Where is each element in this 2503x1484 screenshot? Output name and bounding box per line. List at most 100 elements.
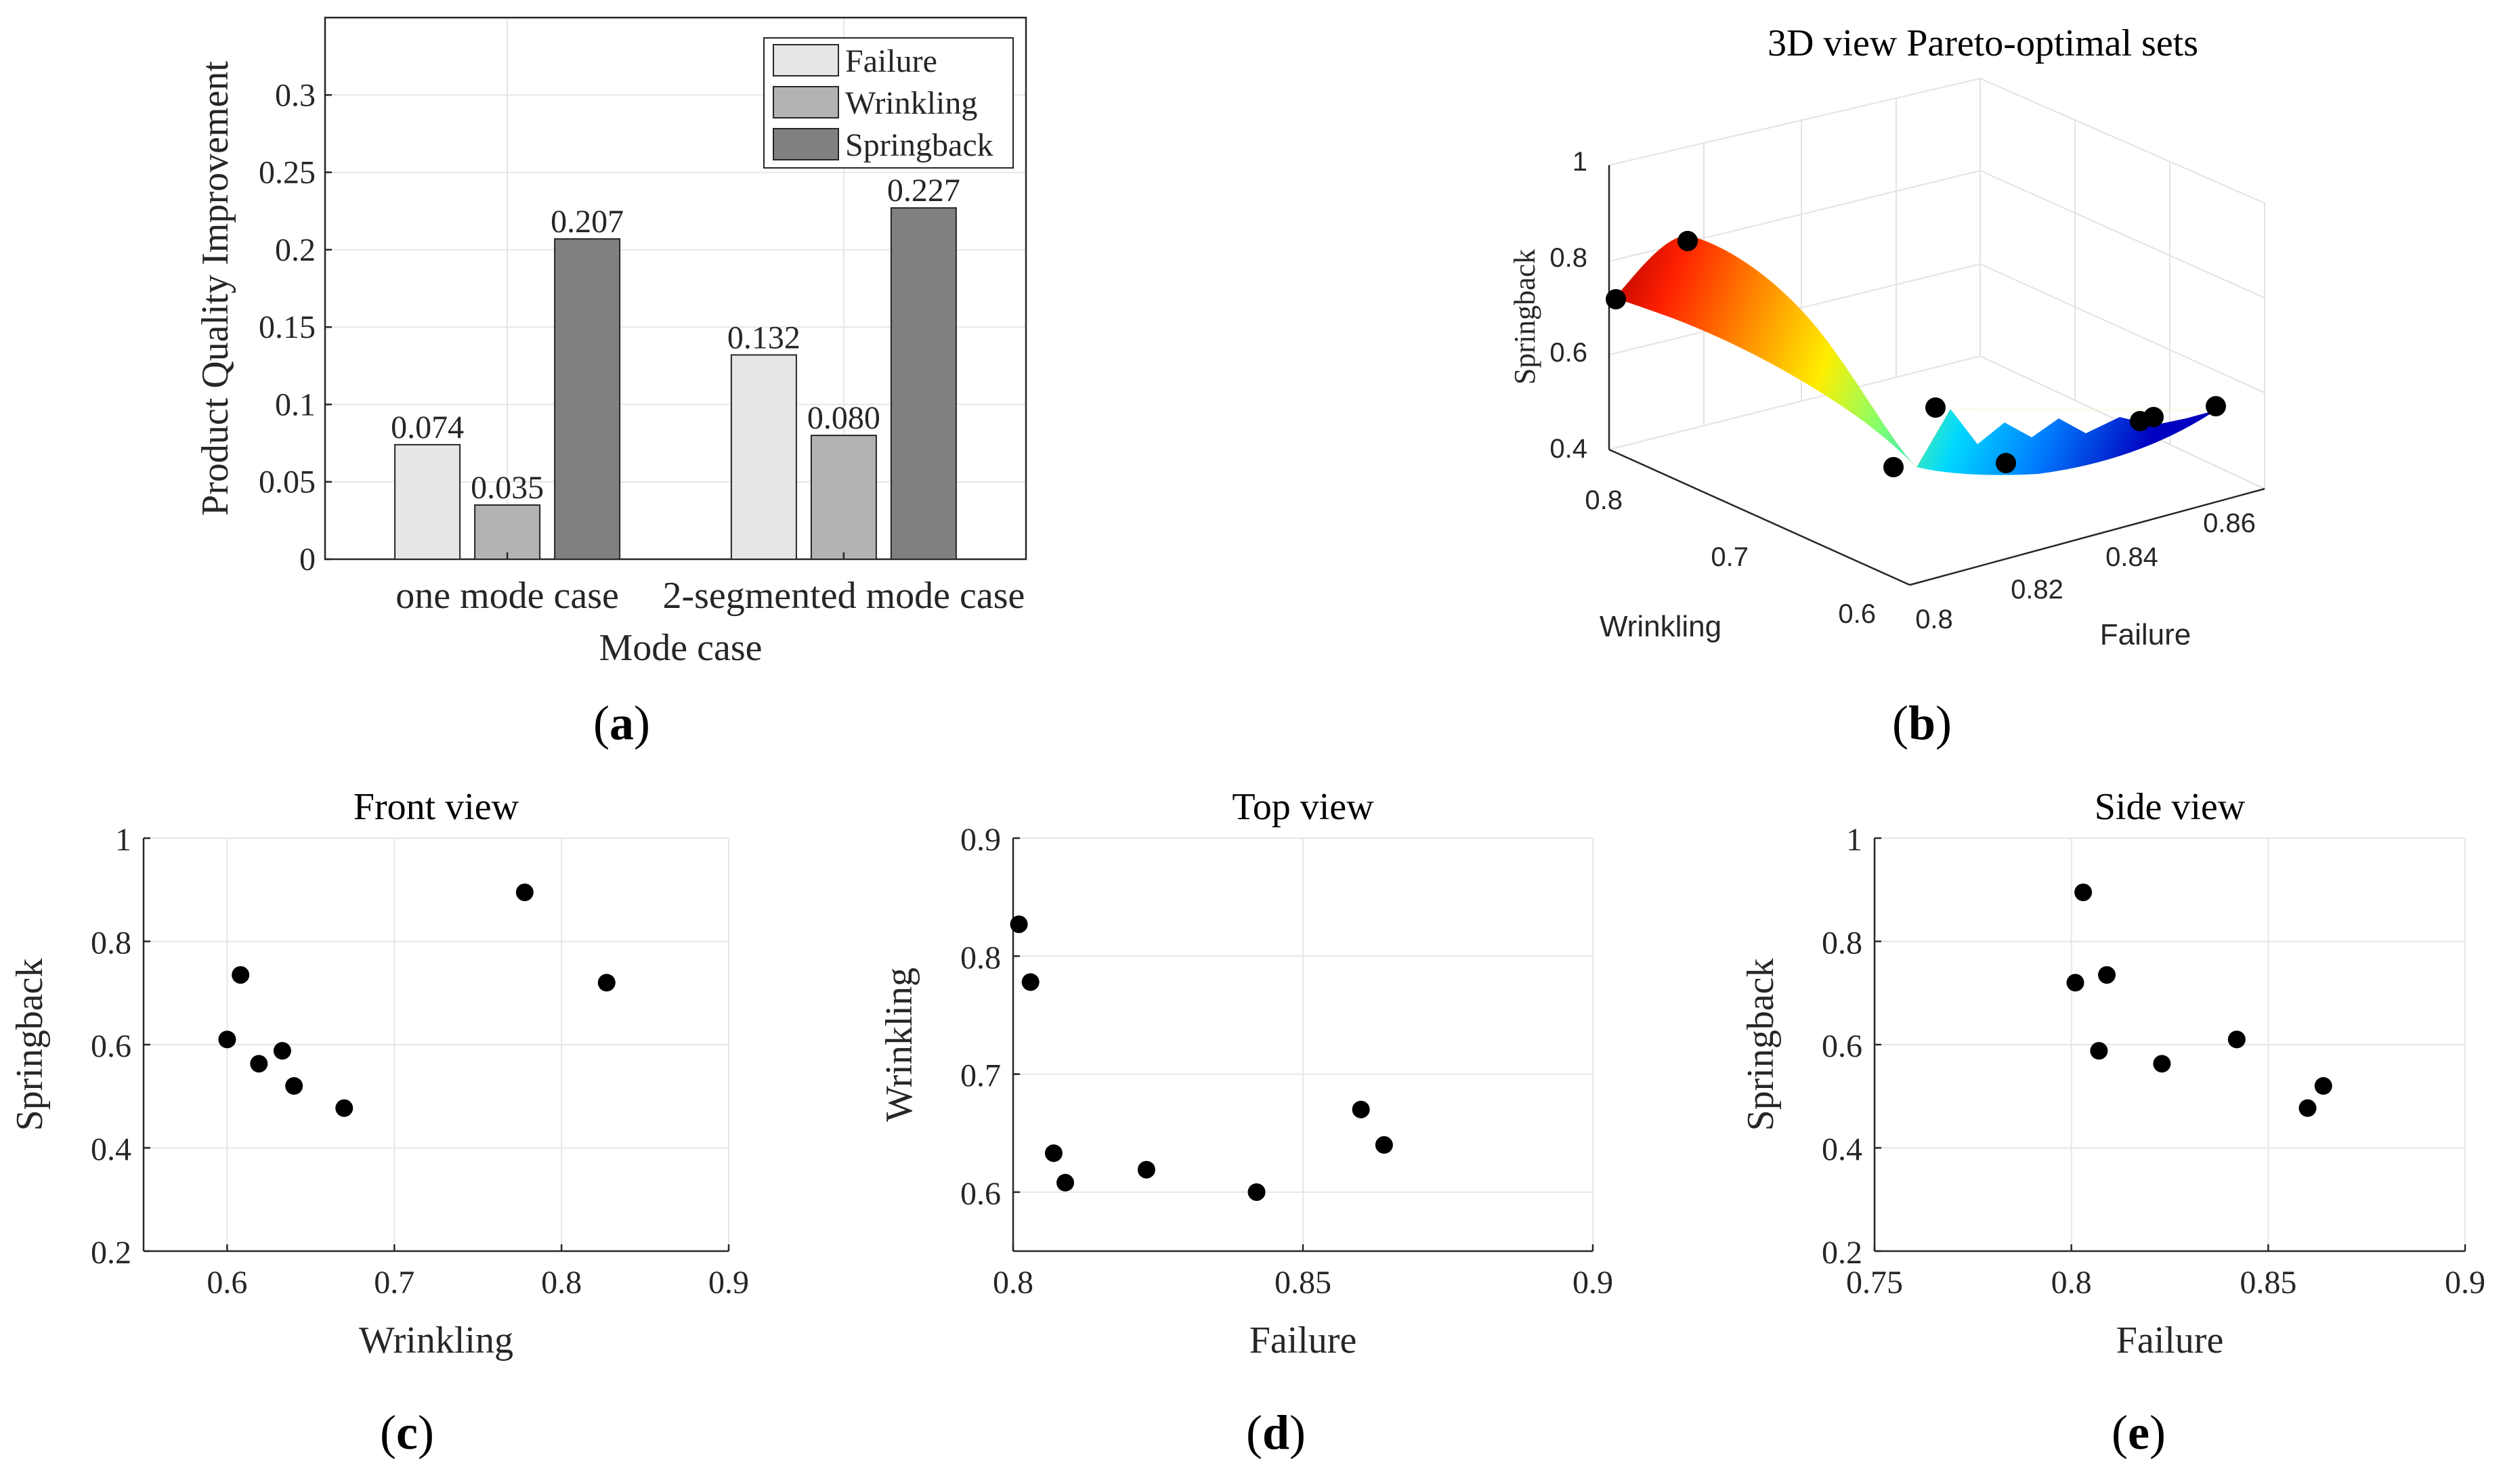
- plot-frame-a: [324, 16, 1027, 561]
- y-tick-label: 0.6: [960, 1176, 1001, 1212]
- scatter-point: [250, 1055, 268, 1073]
- panel-caption-c: (c): [380, 1405, 434, 1460]
- bar-springback-1: [890, 207, 957, 560]
- bar-value-label: 0.227: [887, 173, 960, 209]
- x-tick-label: 0.9: [1573, 1265, 1613, 1301]
- scatter-point: [1010, 915, 1028, 934]
- legend-swatch-wrinkling: [773, 86, 839, 118]
- panel-c-front-view: 0.6 0.7 0.8 0.9 0.2 0.4 0.6 0.8 1 Front view Wrink…: [9, 786, 749, 1361]
- chart-title: Side view: [2095, 786, 2246, 828]
- x-category-label: one mode case: [395, 575, 619, 617]
- y-tick-label: 0.3: [275, 77, 316, 113]
- z-tick-label: 0.4: [1549, 434, 1587, 464]
- x-tick-label: 0.8: [1915, 605, 1953, 634]
- scatter-point: [597, 974, 616, 992]
- panel-b-3d-surface: 3D view Pareto-optimal sets: [1508, 22, 2265, 651]
- panel-e-side-view: 0.75 0.8 0.85 0.9 0.2 0.4 0.6 0.8 1 Side view Fail…: [1740, 786, 2485, 1361]
- scatter-point: [1375, 1136, 1393, 1154]
- x-tick-label: 0.82: [2011, 575, 2063, 605]
- panel-caption-d: (d): [1246, 1405, 1306, 1460]
- bar-value-label: 0.080: [807, 400, 880, 436]
- y-axis-label-b: Wrinkling: [1600, 610, 1721, 643]
- point-3d: [2206, 396, 2226, 416]
- point-3d: [2143, 407, 2164, 427]
- scatter-point: [1056, 1173, 1075, 1192]
- scatter-point: [1021, 973, 1040, 991]
- x-tick-label: 0.86: [2203, 508, 2256, 538]
- scatter-point: [218, 1030, 236, 1049]
- scatter-point: [2097, 966, 2116, 984]
- x-tick-label: 0.9: [708, 1265, 749, 1301]
- x-tick-label: 0.85: [2240, 1265, 2296, 1301]
- scatter-point: [2066, 974, 2084, 992]
- y-tick-label: 0.4: [91, 1132, 131, 1168]
- 3d-axes: [1608, 165, 2265, 586]
- y-tick-label: 0.2: [1822, 1235, 1862, 1271]
- y-tick-label: 0.6: [1822, 1028, 1862, 1064]
- scatter-point: [232, 966, 250, 984]
- y-tick-label: 1: [115, 822, 131, 858]
- legend-swatch-failure: [773, 44, 839, 77]
- bar-value-label: 0.035: [471, 470, 544, 506]
- legend-label-springback: Springback: [845, 127, 993, 163]
- y-tick-label: 0.8: [91, 925, 131, 961]
- panel-captions: (a) (b) (c) (d) (e): [380, 696, 2166, 1460]
- y-tick-label: 0.05: [259, 464, 316, 500]
- y-axis-label: Springback: [1740, 958, 1782, 1131]
- x-tick-label: 0.7: [374, 1265, 414, 1301]
- y-tick-label: 0.1: [275, 387, 316, 422]
- x-tick-label: 0.6: [207, 1265, 247, 1301]
- y-axis-label: Wrinkling: [878, 967, 920, 1122]
- scatter-point: [2227, 1030, 2246, 1049]
- scatter-point: [1044, 1144, 1063, 1162]
- x-tick-label: 0.75: [1846, 1265, 1903, 1301]
- y-tick-label: 0.8: [960, 940, 1001, 976]
- y-tick-label: 1: [1846, 822, 1862, 858]
- pareto-surface: [1614, 235, 2216, 475]
- legend-label-failure: Failure: [845, 43, 937, 79]
- x-tick-label: 0.9: [2445, 1265, 2485, 1301]
- y-tick-label: 0: [299, 542, 316, 577]
- z-tick-label: 1: [1573, 147, 1587, 177]
- y-tick-label: 0.6: [91, 1028, 131, 1064]
- z-tick-label: 0.6: [1549, 338, 1587, 368]
- point-3d: [1925, 397, 1946, 418]
- surface-edge: [1614, 235, 2217, 468]
- scatter-point: [2074, 883, 2093, 902]
- y-tick-label: 0.6: [1838, 599, 1876, 629]
- scatter-point: [515, 883, 534, 902]
- y-tick-label: 0.9: [960, 822, 1001, 858]
- scatter-point: [273, 1042, 291, 1060]
- x-axis-label: Failure: [1249, 1319, 1357, 1361]
- x-tick-label: 0.84: [2105, 542, 2158, 572]
- x-axis-label: Failure: [2116, 1319, 2224, 1361]
- panel-caption-a: (a): [593, 696, 650, 750]
- x-tick-label: 0.8: [541, 1265, 582, 1301]
- scatter-point: [1247, 1183, 1266, 1201]
- x-tick-label: 0.85: [1275, 1265, 1331, 1301]
- x-axis-label-b: Failure: [2100, 618, 2191, 651]
- x-axis-label-a: Mode case: [599, 627, 762, 669]
- y-ticks-a: 0 0.05 0.1 0.15 0.2 0.25 0.3: [259, 77, 332, 577]
- point-3d: [1606, 289, 1626, 309]
- legend-swatch-springback: [773, 128, 839, 160]
- scatter-point: [1352, 1100, 1370, 1118]
- scatter-point: [1137, 1160, 1155, 1179]
- bars-a: [394, 207, 957, 561]
- y-tick-label: 0.2: [91, 1235, 131, 1271]
- title-b: 3D view Pareto-optimal sets: [1768, 22, 2198, 64]
- legend-label-wrinkling: Wrinkling: [845, 85, 977, 121]
- point-3d: [1883, 457, 1904, 477]
- bar-springback-0: [554, 238, 621, 560]
- y-axis-label-a: Product Quality Improvement: [194, 61, 236, 516]
- bar-failure-0: [394, 443, 461, 560]
- scatter-point: [2314, 1077, 2332, 1095]
- x-tick-label: 0.8: [2051, 1265, 2092, 1301]
- y-tick-label: 0.2: [275, 232, 316, 268]
- z-axis-label-b: Springback: [1508, 249, 1541, 385]
- bar-value-label: 0.207: [551, 204, 624, 240]
- scatter-point: [2153, 1055, 2171, 1073]
- y-tick-label: 0.7: [1711, 542, 1749, 572]
